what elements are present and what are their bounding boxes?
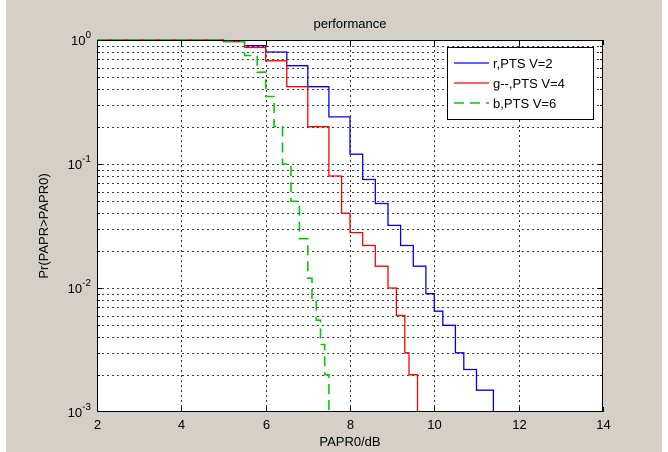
x-tick-label: 2 <box>94 417 101 432</box>
x-tick-label: 10 <box>427 417 441 432</box>
y-tick-exponent: -3 <box>82 402 91 413</box>
x-tick-label: 8 <box>347 417 354 432</box>
x-axis-label: PAPR0/dB <box>319 434 380 449</box>
y-tick-label: 10-2 <box>68 278 92 296</box>
y-axis-label: Pr(PAPR>PAPR0) <box>36 173 51 278</box>
chart-title: performance <box>314 16 387 31</box>
legend: r,PTS V=2 g--,PTS V=4 b,PTS V=6 <box>447 47 594 120</box>
y-tick-base: 10 <box>71 33 85 48</box>
y-tick-exponent: -1 <box>82 154 91 165</box>
y-tick-label: 10-1 <box>68 154 92 172</box>
legend-label-2: g--,PTS V=4 <box>493 76 565 91</box>
legend-label-3: b,PTS V=6 <box>493 96 556 111</box>
x-tick-label: 6 <box>263 417 270 432</box>
x-tick-label: 14 <box>596 417 610 432</box>
x-tick-label: 12 <box>512 417 526 432</box>
series-layer <box>97 39 495 412</box>
y-tick-label: 100 <box>71 30 91 48</box>
y-tick-exponent: -2 <box>82 278 91 289</box>
series-line-3 <box>97 39 330 412</box>
y-tick-base: 10 <box>68 281 82 296</box>
y-tick-label: 10-3 <box>68 402 92 420</box>
y-tick-base: 10 <box>68 157 82 172</box>
y-tick-exponent: 0 <box>85 30 91 41</box>
series-line-2 <box>97 39 419 412</box>
y-tick-base: 10 <box>68 405 82 420</box>
x-tick-label: 4 <box>178 417 185 432</box>
legend-label-1: r,PTS V=2 <box>493 56 553 71</box>
